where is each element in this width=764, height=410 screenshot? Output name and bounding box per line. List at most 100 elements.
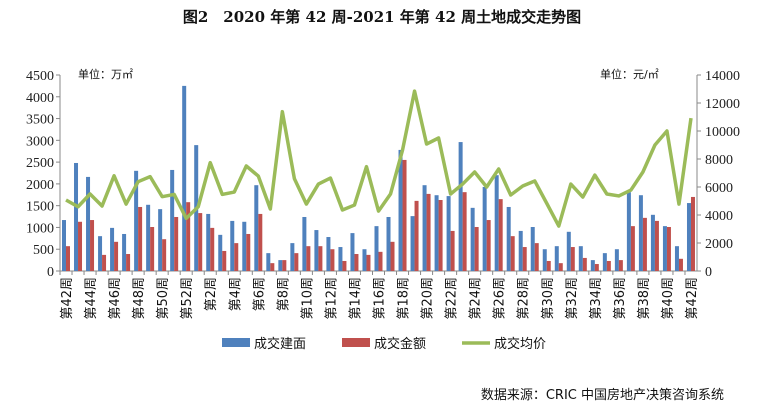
chart-title: 图2 2020 年第 42 周-2021 年第 42 周土地成交走势图	[182, 8, 582, 26]
x-tick-label: 第16周	[373, 277, 388, 320]
legend-swatch	[342, 338, 370, 347]
bar-成交建面	[350, 233, 355, 271]
bar-成交建面	[506, 206, 511, 271]
right-tick-label: 14000	[705, 69, 740, 84]
right-tick-label: 10000	[705, 125, 740, 140]
x-tick-label: 第20周	[421, 277, 436, 320]
x-tick-label: 第8周	[276, 277, 291, 311]
x-tick-label: 第52周	[180, 277, 195, 320]
bar-成交金额	[546, 260, 551, 271]
x-tick-label: 第26周	[493, 277, 508, 320]
x-tick-label: 第2周	[204, 277, 219, 311]
bar-成交金额	[486, 220, 491, 271]
bar-成交金额	[318, 246, 323, 271]
bar-成交金额	[642, 217, 647, 271]
bar-成交建面	[566, 231, 571, 271]
x-tick-label: 第50周	[156, 277, 171, 320]
x-tick-label: 第12周	[324, 277, 339, 320]
right-tick-label: 4000	[705, 209, 733, 224]
bar-成交建面	[578, 246, 583, 271]
left-tick-label: 500	[33, 243, 54, 258]
bar-成交金额	[246, 233, 251, 271]
bar-成交建面	[446, 196, 451, 271]
legend-label: 成交均价	[494, 336, 546, 352]
bar-成交金额	[558, 263, 563, 271]
bar-成交建面	[314, 230, 319, 271]
bar-成交金额	[114, 241, 119, 271]
legend-label: 成交建面	[254, 336, 306, 352]
bar-成交金额	[462, 192, 467, 271]
bar-成交建面	[290, 243, 295, 271]
bar-成交建面	[326, 237, 331, 271]
bar-成交金额	[510, 236, 515, 271]
legend-swatch	[222, 338, 250, 347]
bar-成交建面	[458, 142, 463, 271]
bar-成交建面	[662, 226, 667, 271]
bar-成交建面	[86, 176, 91, 271]
left-tick-label: 4000	[26, 91, 54, 106]
x-tick-label: 第38周	[637, 277, 652, 320]
bar-成交金额	[402, 159, 407, 271]
bar-成交金额	[222, 250, 227, 271]
bar-成交建面	[482, 186, 487, 271]
left-tick-label: 1500	[26, 200, 54, 215]
left-tick-label: 2500	[26, 156, 54, 171]
bar-成交金额	[390, 241, 395, 271]
bar-成交建面	[110, 227, 115, 271]
bar-成交建面	[542, 249, 547, 271]
bar-成交建面	[158, 209, 163, 271]
bar-成交金额	[666, 227, 671, 271]
bar-成交建面	[374, 226, 379, 271]
bar-成交建面	[530, 227, 535, 271]
bar-成交建面	[206, 213, 211, 271]
right-tick-label: 8000	[705, 153, 733, 168]
x-tick-label: 第44周	[84, 277, 99, 320]
bar-成交建面	[146, 204, 151, 271]
bar-成交金额	[126, 254, 131, 271]
bar-成交金额	[306, 246, 311, 271]
bar-成交金额	[162, 239, 167, 271]
bar-成交建面	[590, 260, 595, 271]
bar-成交金额	[414, 200, 419, 271]
x-tick-label: 第42周	[685, 277, 700, 320]
bar-成交金额	[618, 260, 623, 271]
bar-成交建面	[122, 233, 127, 271]
bar-成交建面	[98, 236, 103, 271]
x-tick-label: 第22周	[445, 277, 460, 320]
bar-成交金额	[450, 230, 455, 271]
bar-成交金额	[522, 247, 527, 271]
bar-成交建面	[278, 260, 283, 271]
bar-成交建面	[518, 230, 523, 271]
bar-成交金额	[258, 213, 263, 271]
bar-成交金额	[678, 258, 683, 271]
bar-成交建面	[386, 216, 391, 271]
bar-成交建面	[254, 185, 259, 271]
bar-成交金额	[594, 264, 599, 271]
bar-成交金额	[534, 243, 539, 271]
bar-成交建面	[302, 216, 307, 271]
bar-成交金额	[606, 260, 611, 271]
x-tick-label: 第42周	[60, 277, 75, 320]
bar-成交金额	[66, 246, 70, 271]
bar-成交建面	[674, 246, 679, 271]
bar-成交金额	[78, 221, 83, 271]
bar-成交金额	[294, 253, 299, 271]
x-tick-label: 第48周	[132, 277, 147, 320]
bar-成交建面	[434, 195, 439, 271]
line-成交均价	[65, 89, 693, 228]
right-tick-label: 12000	[705, 97, 740, 112]
bar-成交建面	[62, 220, 66, 271]
bar-成交建面	[638, 195, 643, 271]
bar-成交金额	[90, 220, 95, 271]
x-tick-label: 第10周	[300, 277, 315, 320]
bar-成交建面	[170, 169, 175, 271]
bar-成交建面	[230, 220, 235, 271]
x-tick-label: 第4周	[228, 277, 243, 311]
bar-成交金额	[378, 251, 383, 271]
bar-成交金额	[690, 196, 695, 271]
bar-成交建面	[242, 221, 247, 271]
left-tick-label: 1000	[26, 221, 54, 236]
bar-成交建面	[410, 216, 415, 271]
legend-label: 成交金额	[374, 336, 426, 352]
